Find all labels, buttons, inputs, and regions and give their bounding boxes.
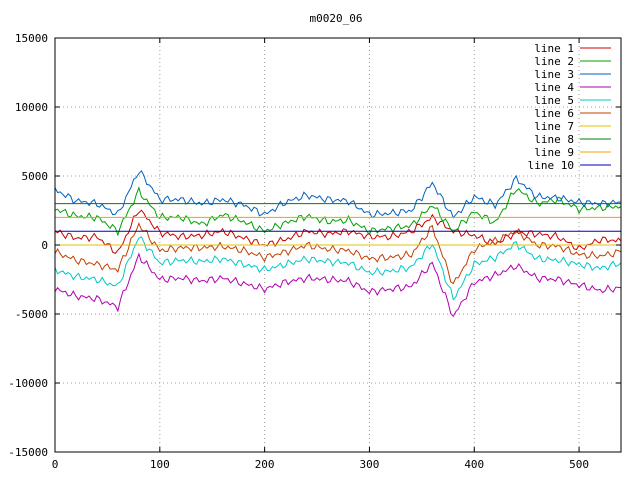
y-tick-label: 10000 — [15, 101, 48, 114]
y-tick-label: 0 — [41, 239, 48, 252]
tick-labels: 0 100 200 300 400 500 -15000 -10000 -5000 0 5000 10… — [8, 32, 621, 471]
y-tick-label: 15000 — [15, 32, 48, 45]
legend-label: line 7 — [534, 120, 574, 133]
legend-label: line 6 — [534, 107, 574, 120]
legend-label: line 8 — [534, 133, 574, 146]
x-tick-label: 100 — [150, 458, 170, 471]
legend-label: line 5 — [534, 94, 574, 107]
series-line — [54, 170, 622, 219]
plot-frame — [54, 37, 622, 453]
series-line — [54, 252, 622, 318]
x-tick-label: 0 — [52, 458, 59, 471]
x-tick-label: 500 — [569, 458, 589, 471]
series-line — [54, 222, 622, 285]
chart-title: m0020_06 — [310, 12, 363, 25]
y-tick-label: 5000 — [22, 170, 49, 183]
y-tick-label: -10000 — [8, 377, 48, 390]
y-tick-label: -15000 — [8, 446, 48, 459]
legend-label: line 4 — [534, 81, 574, 94]
grid-lines — [55, 38, 621, 452]
x-tick-label: 200 — [255, 458, 275, 471]
legend-label: line 10 — [528, 159, 574, 172]
legend-label: line 3 — [534, 68, 574, 81]
series-line — [54, 236, 622, 301]
legend-label: line 2 — [534, 55, 574, 68]
x-tick-label: 400 — [464, 458, 484, 471]
x-tick-label: 300 — [360, 458, 380, 471]
series-line — [54, 209, 622, 255]
y-tick-label: -5000 — [15, 308, 48, 321]
legend-label: line 9 — [534, 146, 574, 159]
legend-label: line 1 — [534, 42, 574, 55]
series-line — [54, 186, 622, 237]
series-lines — [54, 170, 622, 318]
